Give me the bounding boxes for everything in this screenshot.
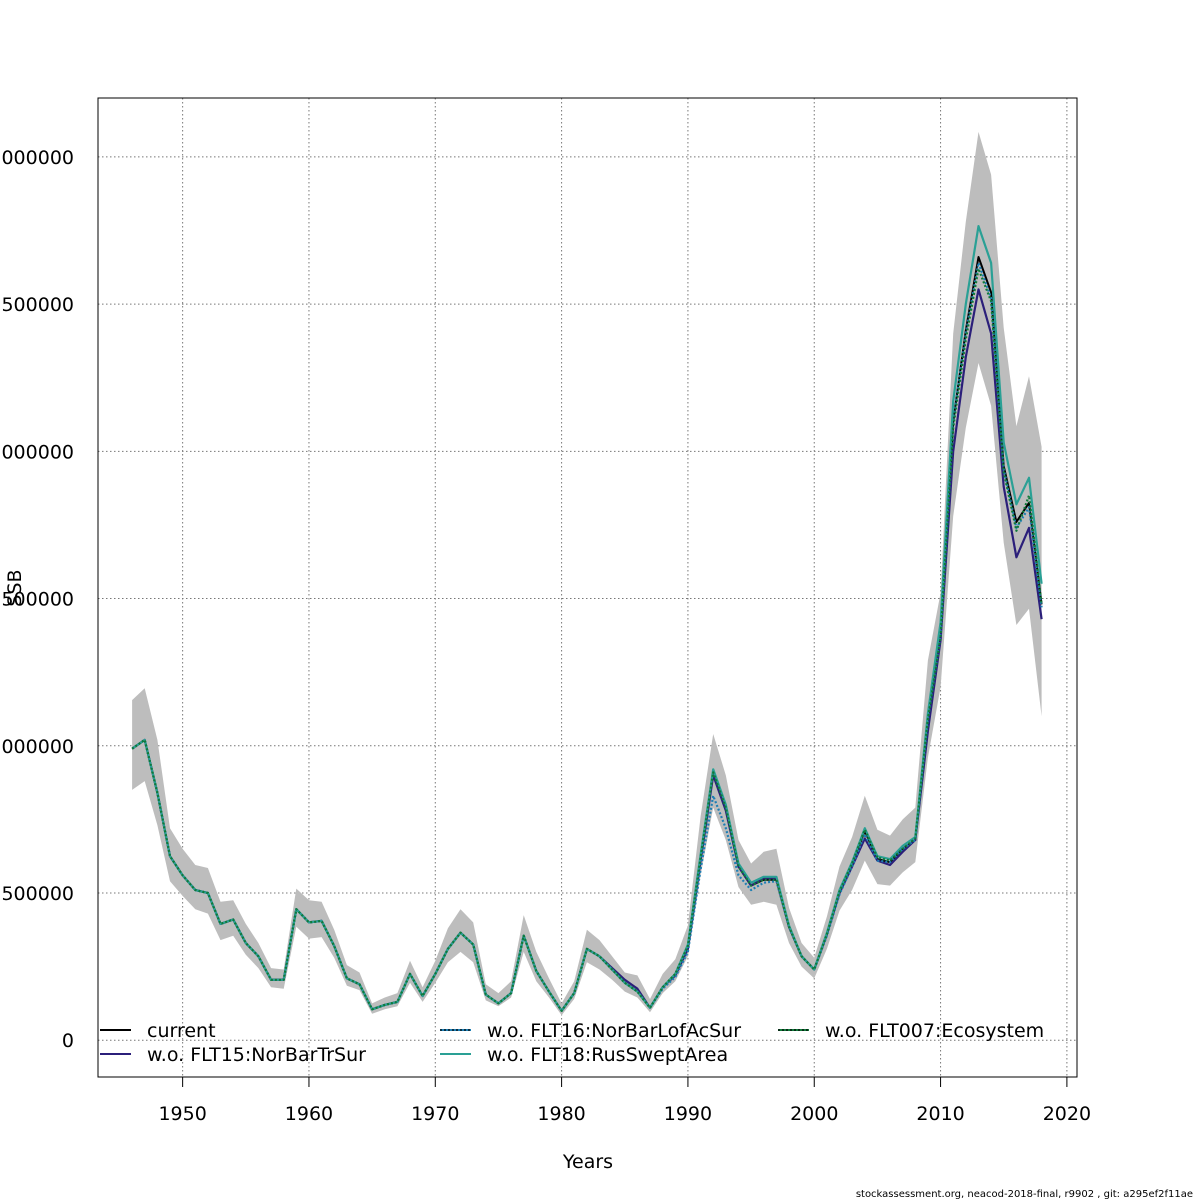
x-axis-title: Years: [562, 1151, 613, 1173]
confidence-band: [132, 131, 1042, 1016]
y-tick-label: 500000: [1, 883, 74, 905]
x-tick-label: 2020: [1043, 1103, 1091, 1125]
legend-label-1: w.o. FLT15:NorBarTrSur: [147, 1044, 366, 1066]
x-tick-label: 2000: [790, 1103, 838, 1125]
axes: 1950 1960 1970 1980 1990 2000 2010 2020 0 500000 1…: [0, 147, 1091, 1125]
y-tick-label: 1000000: [0, 736, 74, 758]
x-tick-label: 1950: [158, 1103, 206, 1125]
legend-label-2: w.o. FLT16:NorBarLofAcSur: [487, 1020, 741, 1042]
ssb-confidence-band: [132, 131, 1042, 1016]
series-line-0: [131, 256, 1043, 1012]
x-tick-label: 1990: [664, 1103, 712, 1125]
legend-label-4: w.o. FLT007:Ecosystem: [825, 1020, 1044, 1042]
x-tick-label: 1970: [411, 1103, 459, 1125]
x-tick-label: 2010: [916, 1103, 964, 1125]
y-axis-title: SSB: [4, 569, 26, 606]
x-tick-label: 1980: [537, 1103, 585, 1125]
y-tick-label: 1500000: [0, 589, 74, 611]
y-tick-label: 0: [62, 1030, 74, 1052]
legend-label-0: current: [147, 1020, 216, 1042]
series-line-2: [131, 261, 1043, 1012]
y-tick-label: 3000000: [0, 147, 74, 169]
y-tick-label: 2500000: [0, 294, 74, 316]
grid: [98, 98, 1077, 1077]
legend-label-3: w.o. FLT18:RusSweptArea: [487, 1044, 728, 1066]
series-lines: [131, 225, 1043, 1012]
series-line-4: [131, 267, 1043, 1012]
footer-note: stockassessment.org, neacod-2018-final, …: [856, 1189, 1193, 1200]
series-line-1: [131, 288, 1043, 1012]
y-tick-label: 2000000: [0, 441, 74, 463]
x-tick-label: 1960: [285, 1103, 333, 1125]
